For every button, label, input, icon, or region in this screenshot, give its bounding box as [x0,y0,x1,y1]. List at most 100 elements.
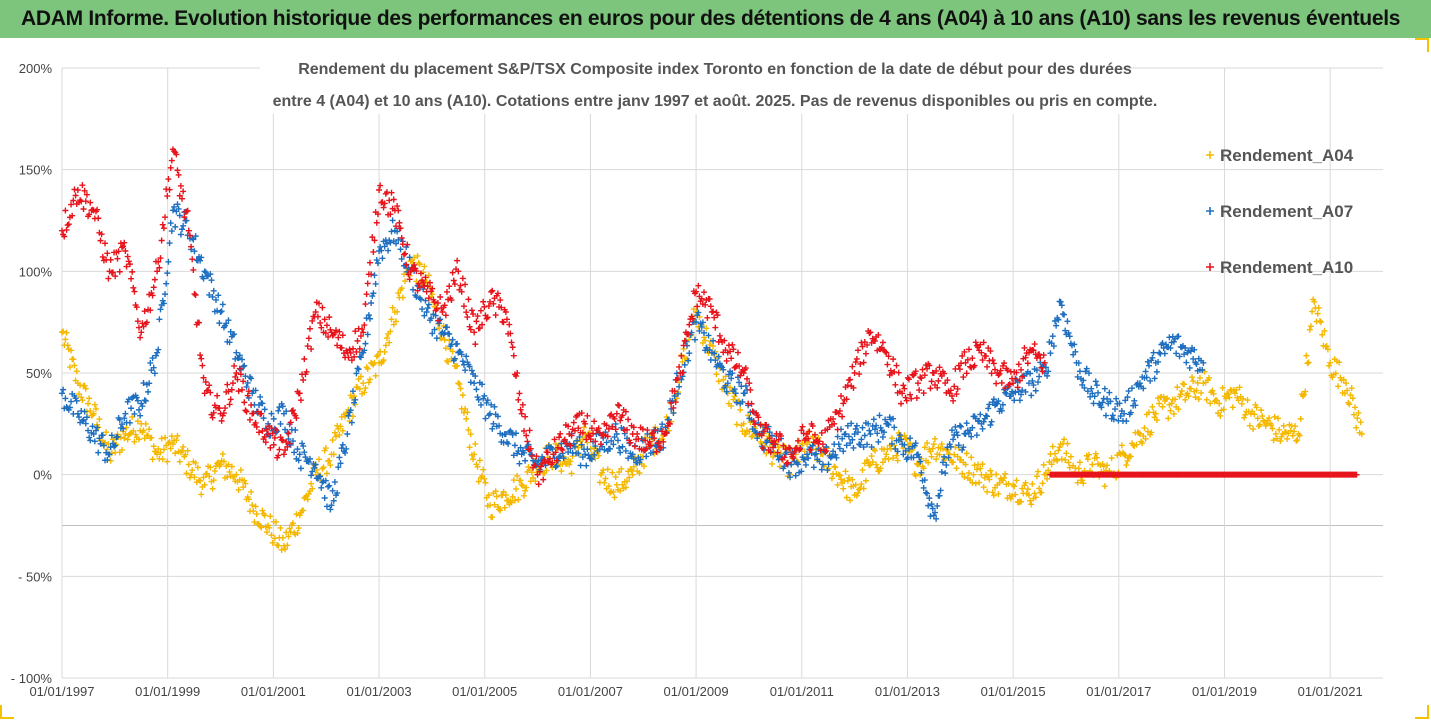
point-rendement-a10 [1022,354,1029,361]
point-rendement-a07 [1085,370,1092,377]
point-rendement-a10 [685,331,692,338]
point-rendement-a07 [958,423,965,430]
point-rendement-a10 [763,421,770,428]
point-rendement-a07 [945,454,952,461]
point-rendement-a07 [268,410,275,417]
point-rendement-a04 [1192,394,1199,401]
point-rendement-a07 [888,440,895,447]
point-rendement-a04 [366,376,373,383]
point-rendement-a10 [270,441,277,448]
point-rendement-a04 [1220,406,1227,413]
point-rendement-a04 [961,474,968,481]
point-rendement-a10 [694,303,701,310]
point-rendement-a10 [959,353,966,360]
point-rendement-a10 [590,430,597,437]
legend-label: Rendement_A04 [1220,146,1354,165]
point-rendement-a10 [139,320,146,327]
point-rendement-a07 [68,398,75,405]
point-rendement-a10 [336,328,343,335]
point-rendement-a07 [202,269,209,276]
point-rendement-a07 [885,421,892,428]
point-rendement-a04 [1251,411,1258,418]
point-rendement-a07 [629,451,636,458]
point-rendement-a07 [902,447,909,454]
point-rendement-a04 [1074,479,1081,486]
point-rendement-a10 [156,264,163,271]
point-rendement-a07 [1186,364,1193,371]
point-rendement-a04 [224,474,231,481]
point-rendement-a07 [1030,382,1037,389]
point-rendement-a04 [266,524,273,531]
point-rendement-a07 [270,415,277,422]
point-rendement-a04 [502,492,509,498]
point-rendement-a04 [568,470,575,477]
point-rendement-a04 [1259,413,1266,420]
point-rendement-a07 [830,448,837,455]
point-rendement-a07 [257,393,264,400]
point-rendement-a04 [979,461,986,468]
point-rendement-a07 [259,400,266,407]
point-rendement-a07 [1095,389,1102,396]
point-rendement-a07 [1064,318,1071,325]
point-rendement-a10 [1001,360,1008,367]
point-rendement-a04 [300,507,307,514]
point-rendement-a10 [317,319,324,326]
point-rendement-a04 [871,447,878,454]
point-rendement-a10 [387,211,394,218]
point-rendement-a07 [859,424,866,431]
point-rendement-a10 [737,372,744,379]
point-rendement-a10 [434,300,441,307]
point-rendement-a04 [219,451,226,458]
point-rendement-a07 [92,427,99,434]
point-rendement-a10 [484,314,491,321]
point-rendement-a10 [439,309,446,315]
point-rendement-a07 [912,440,919,447]
point-rendement-a10 [823,447,830,454]
point-rendement-a07 [540,455,547,462]
point-rendement-a04 [386,339,393,346]
point-rendement-a10 [155,258,162,265]
point-rendement-a10 [764,425,771,432]
point-rendement-a04 [150,443,157,450]
point-rendement-a07 [937,487,944,494]
point-rendement-a10 [532,462,539,469]
point-rendement-a04 [467,431,474,438]
point-rendement-a10 [234,376,241,383]
point-rendement-a07 [82,420,89,427]
point-rendement-a07 [699,319,706,326]
point-rendement-a10 [345,354,352,361]
point-rendement-a04 [269,539,276,546]
point-rendement-a04 [102,439,109,446]
point-rendement-a10 [278,436,285,443]
point-rendement-a04 [1066,464,1073,471]
point-rendement-a10 [420,279,427,286]
point-rendement-a07 [988,418,995,425]
point-rendement-a04 [1326,362,1333,369]
point-rendement-a04 [263,529,270,536]
point-rendement-a10 [373,219,380,226]
point-rendement-a04 [1174,384,1181,391]
point-rendement-a10 [509,344,516,351]
point-rendement-a04 [1324,346,1331,353]
point-rendement-a04 [953,465,960,472]
point-rendement-a07 [119,421,126,428]
point-rendement-a10 [402,250,409,257]
point-rendement-a04 [519,482,526,489]
point-rendement-a07 [956,422,963,429]
point-rendement-a10 [369,234,376,241]
point-rendement-a10 [834,426,841,433]
point-rendement-a10 [455,268,462,275]
point-rendement-a10 [262,439,269,446]
point-rendement-a07 [353,370,360,377]
point-rendement-a04 [860,485,867,492]
point-rendement-a04 [836,472,843,479]
point-rendement-a07 [584,446,591,453]
point-rendement-a04 [1100,463,1107,470]
point-rendement-a07 [147,359,154,366]
point-rendement-a10 [354,337,361,344]
point-rendement-a07 [133,394,140,401]
point-rendement-a10 [759,445,766,452]
point-rendement-a04 [1239,395,1246,402]
x-tick-label: 01/01/2013 [875,684,940,699]
point-rendement-a04 [1254,415,1261,422]
